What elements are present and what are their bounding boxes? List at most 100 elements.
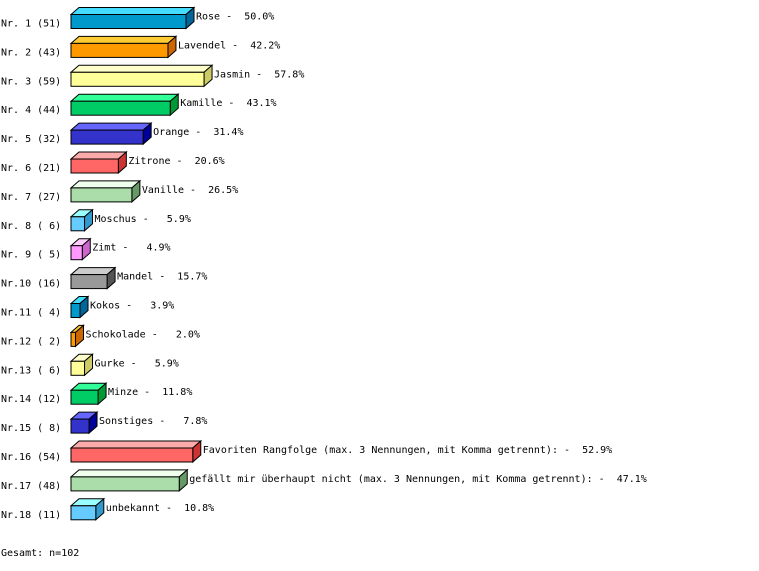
category-label: Rose (196, 12, 220, 23)
separator: - (171, 156, 195, 167)
percent-label: 11.8% (162, 387, 192, 398)
category-label: Schokolade (86, 329, 146, 340)
category-label: Jasmin (214, 69, 250, 80)
row-label: Nr. 1 (51) (1, 19, 61, 30)
separator: - (153, 272, 177, 283)
category-label: Vanille (142, 185, 184, 196)
category-label: Zimt (92, 243, 116, 254)
category-label: Kokos (90, 301, 120, 312)
percent-label: 5.9% (155, 358, 179, 369)
percent-label: 2.0% (176, 329, 200, 340)
category-label: unbekannt (106, 503, 160, 514)
percent-label: 7.8% (183, 416, 207, 427)
bar-label: Orange - 31.4% (153, 127, 243, 138)
category-label: Moschus (95, 214, 137, 225)
bar (70, 100, 171, 116)
bar (70, 418, 90, 434)
separator: - (137, 214, 167, 225)
bar-chart: Nr. 1 (51) Rose - 50.0% Nr. 2 (43) Lavendel… (1, 6, 647, 521)
separator: - (153, 416, 183, 427)
row-label: Nr. 3 (59) (1, 76, 61, 87)
percent-label: 5.9% (167, 214, 191, 225)
bar-top (69, 64, 214, 73)
row-label: Nr. 5 (32) (1, 134, 61, 145)
percent-label: 47.1% (617, 474, 647, 485)
bar-top (69, 151, 128, 160)
row-label: Nr. 8 ( 6) (1, 221, 61, 232)
bar (70, 447, 194, 463)
bar-label: unbekannt - 10.8% (106, 503, 214, 514)
bar-label: Zimt - 4.9% (92, 243, 170, 254)
bar (70, 274, 108, 290)
bar-label: Sonstiges - 7.8% (99, 416, 207, 427)
total-count: Gesamt: n=102 (1, 548, 80, 559)
row-label: Nr.12 ( 2) (1, 336, 61, 347)
row-label: Nr. 4 (44) (1, 105, 61, 116)
bar-top (69, 7, 196, 15)
bar (70, 476, 180, 492)
category-label: Gurke (95, 358, 125, 369)
row-label: Nr.11 ( 4) (1, 308, 61, 319)
percent-label: 43.1% (246, 98, 276, 109)
bar (70, 14, 187, 29)
percent-label: 3.9% (150, 301, 174, 312)
percent-label: 26.5% (208, 185, 238, 196)
bar-label: Favoriten Rangfolge (max. 3 Nennungen, m… (203, 445, 612, 456)
bar-top (69, 93, 180, 102)
bar-label: Mandel - 15.7% (117, 272, 207, 283)
bar (70, 71, 205, 87)
percent-label: 10.8% (184, 503, 214, 514)
category-label: Lavendel (178, 40, 226, 51)
percent-label: 42.2% (250, 40, 280, 51)
bar (70, 129, 144, 145)
separator: - (222, 98, 246, 109)
bar (70, 331, 77, 347)
bar-label: Vanille - 26.5% (142, 185, 238, 196)
bar (70, 216, 86, 232)
percent-label: 52.9% (582, 445, 612, 456)
bar-top (69, 35, 178, 44)
bar (70, 389, 99, 405)
bar-top (69, 440, 203, 449)
percent-label: 4.9% (146, 243, 170, 254)
percent-label: 50.0% (244, 12, 274, 23)
bar-top (69, 180, 142, 189)
separator: - (138, 387, 162, 398)
category-label: Orange (153, 127, 189, 138)
bar-label: Minze - 11.8% (108, 387, 192, 398)
separator: - (184, 185, 208, 196)
row-label: Nr.10 (16) (1, 279, 61, 290)
bar-label: gefällt mir überhaupt nicht (max. 3 Nenn… (189, 474, 647, 485)
bar-label: Zitrone - 20.6% (128, 156, 224, 167)
bar-top (69, 469, 189, 478)
bar-label: Kamille - 43.1% (180, 98, 276, 109)
category-label: Zitrone (128, 156, 170, 167)
separator: - (116, 243, 146, 254)
category-label: Sonstiges (99, 416, 153, 427)
row-label: Nr.15 ( 8) (1, 423, 61, 434)
percent-label: 20.6% (195, 156, 225, 167)
separator: - (250, 69, 274, 80)
row-label: Nr. 7 (27) (1, 192, 61, 203)
row-label: Nr. 2 (43) (1, 47, 61, 58)
percent-label: 31.4% (213, 127, 243, 138)
separator: - (125, 358, 155, 369)
bar-label: Schokolade - 2.0% (86, 329, 200, 340)
row-label: Nr.14 (12) (1, 394, 61, 405)
bar-label: Kokos - 3.9% (90, 301, 174, 312)
bar (70, 360, 86, 376)
bar-label: Lavendel - 42.2% (178, 40, 280, 51)
bar (70, 303, 81, 318)
percent-label: 15.7% (177, 272, 207, 283)
category-label: Kamille (180, 98, 222, 109)
percent-label: 57.8% (274, 69, 304, 80)
separator: - (160, 503, 184, 514)
separator: - (593, 474, 617, 485)
row-label: Nr. 6 (21) (1, 163, 61, 174)
separator: - (220, 12, 244, 23)
category-label: Mandel (117, 272, 153, 283)
separator: - (558, 445, 582, 456)
separator: - (146, 329, 176, 340)
bar (70, 42, 169, 58)
category-label: Minze (108, 387, 138, 398)
